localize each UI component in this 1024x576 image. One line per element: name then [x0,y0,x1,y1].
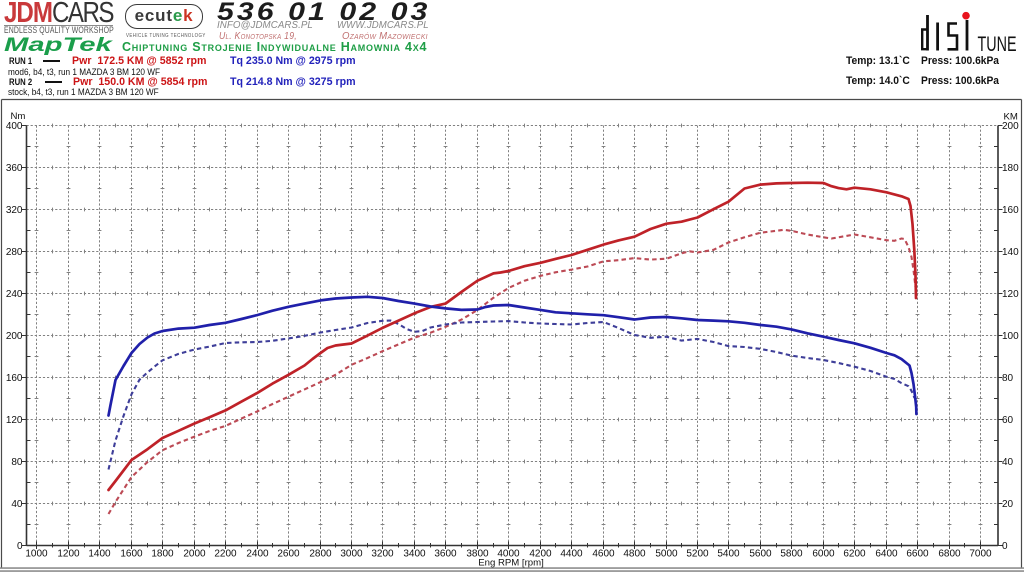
svg-text:2800: 2800 [309,549,332,560]
svg-text:1600: 1600 [120,549,143,560]
svg-text:60: 60 [1002,415,1014,426]
svg-text:Nm: Nm [11,111,26,122]
svg-text:0: 0 [17,541,23,552]
svg-text:Eng RPM [rpm]: Eng RPM [rpm] [478,558,544,569]
svg-text:4600: 4600 [592,549,615,560]
svg-text:3800: 3800 [466,549,489,560]
svg-text:2200: 2200 [214,549,237,560]
svg-text:240: 240 [6,289,23,300]
svg-text:160: 160 [6,373,23,384]
svg-text:3400: 3400 [403,549,426,560]
svg-text:120: 120 [6,415,23,426]
svg-text:40: 40 [1002,457,1014,468]
svg-text:0: 0 [1002,541,1008,552]
svg-text:200: 200 [1002,121,1019,132]
svg-text:40: 40 [11,499,23,510]
svg-text:80: 80 [1002,373,1014,384]
svg-text:KM: KM [1004,112,1018,123]
svg-text:7000: 7000 [969,549,992,560]
svg-text:140: 140 [1002,247,1019,258]
svg-text:1400: 1400 [88,549,111,560]
svg-text:80: 80 [11,457,23,468]
svg-text:5800: 5800 [780,549,803,560]
svg-text:5400: 5400 [717,549,740,560]
svg-text:3200: 3200 [371,549,394,560]
svg-text:5600: 5600 [749,549,772,560]
svg-text:4800: 4800 [623,549,646,560]
svg-text:5000: 5000 [655,549,678,560]
svg-text:2000: 2000 [183,549,206,560]
svg-text:360: 360 [6,163,23,174]
svg-text:TUNE: TUNE [978,32,1017,55]
svg-text:4200: 4200 [529,549,552,560]
svg-text:6600: 6600 [906,549,929,560]
svg-text:120: 120 [1002,289,1019,300]
svg-text:5200: 5200 [686,549,709,560]
svg-text:2600: 2600 [277,549,300,560]
svg-text:180: 180 [1002,163,1019,174]
svg-text:6400: 6400 [875,549,898,560]
svg-text:160: 160 [1002,205,1019,216]
svg-text:100: 100 [1002,331,1019,342]
svg-text:1000: 1000 [25,549,48,560]
svg-text:1800: 1800 [151,549,174,560]
svg-text:1200: 1200 [57,549,80,560]
svg-text:280: 280 [6,247,23,258]
svg-text:320: 320 [6,205,23,216]
svg-text:3000: 3000 [340,549,363,560]
svg-text:2400: 2400 [246,549,269,560]
svg-text:200: 200 [6,331,23,342]
svg-text:3600: 3600 [434,549,457,560]
svg-text:20: 20 [1002,499,1014,510]
svg-text:6000: 6000 [812,549,835,560]
svg-text:6800: 6800 [938,549,961,560]
svg-text:4000: 4000 [497,549,520,560]
svg-text:6200: 6200 [843,549,866,560]
svg-text:400: 400 [6,121,23,132]
svg-text:4400: 4400 [560,549,583,560]
